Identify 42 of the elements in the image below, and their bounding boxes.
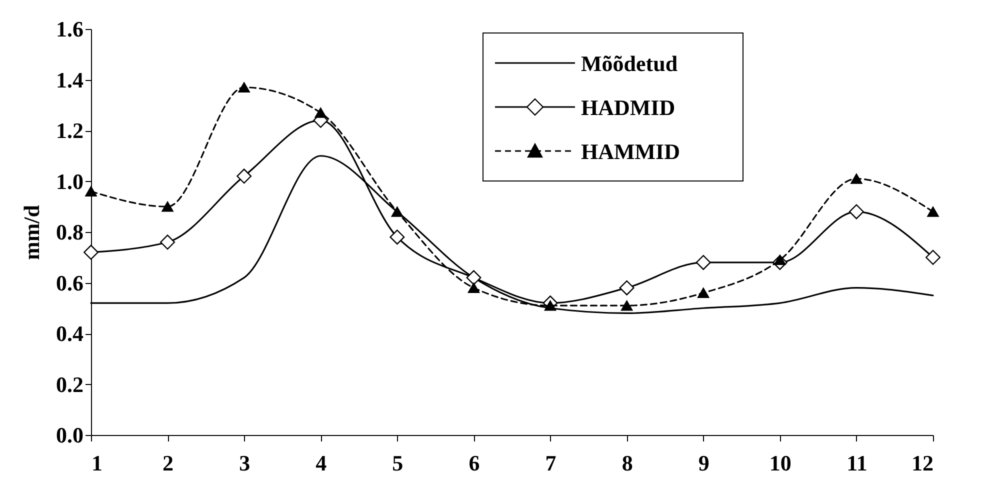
point bbox=[620, 300, 633, 311]
point bbox=[619, 280, 634, 296]
point bbox=[848, 204, 864, 220]
x-tick-label: 3 bbox=[239, 450, 250, 476]
x-tick-label: 10 bbox=[769, 450, 792, 476]
x-tick-label: 6 bbox=[468, 450, 480, 476]
y-tick-label: 1.2 bbox=[56, 118, 84, 143]
point bbox=[696, 254, 711, 270]
x-tick-label: 4 bbox=[316, 450, 327, 476]
y-tick-label: 1.0 bbox=[56, 168, 84, 194]
point bbox=[236, 168, 252, 184]
point bbox=[85, 186, 97, 197]
x-tick-label: 9 bbox=[698, 450, 710, 476]
legend-label: Mõõdetud bbox=[581, 51, 678, 76]
x-tick-label: 1 bbox=[92, 450, 102, 476]
y-tick-label: 1.6 bbox=[56, 16, 84, 42]
point bbox=[160, 234, 176, 250]
x-tick-label: 5 bbox=[392, 450, 404, 476]
y-tick-label: 0.8 bbox=[56, 220, 84, 244]
point bbox=[850, 174, 862, 184]
point bbox=[314, 108, 326, 118]
legend-label: HADMID bbox=[581, 95, 676, 120]
y-tick-label: 0.0 bbox=[56, 422, 84, 448]
point bbox=[926, 250, 940, 265]
x-tick-label: 12 bbox=[912, 450, 934, 476]
point bbox=[84, 244, 98, 260]
y-tick-label: 0.2 bbox=[56, 372, 84, 397]
legend-label: HAMMID bbox=[581, 139, 680, 164]
y-tick-label: 0.4 bbox=[56, 321, 84, 346]
x-tick-label: 2 bbox=[162, 450, 174, 476]
point bbox=[698, 288, 710, 298]
point bbox=[927, 206, 939, 217]
x-tick-label: 7 bbox=[545, 450, 556, 476]
x-tick-label: 11 bbox=[846, 450, 868, 476]
y-tick-label: 1.4 bbox=[56, 67, 84, 92]
point bbox=[468, 282, 480, 293]
x-tick-label: 8 bbox=[622, 450, 633, 476]
point bbox=[238, 82, 250, 93]
point bbox=[162, 201, 174, 212]
y-tick-label: 0.6 bbox=[56, 270, 84, 296]
point bbox=[390, 230, 405, 245]
y-axis-title: mm/d bbox=[19, 205, 44, 260]
